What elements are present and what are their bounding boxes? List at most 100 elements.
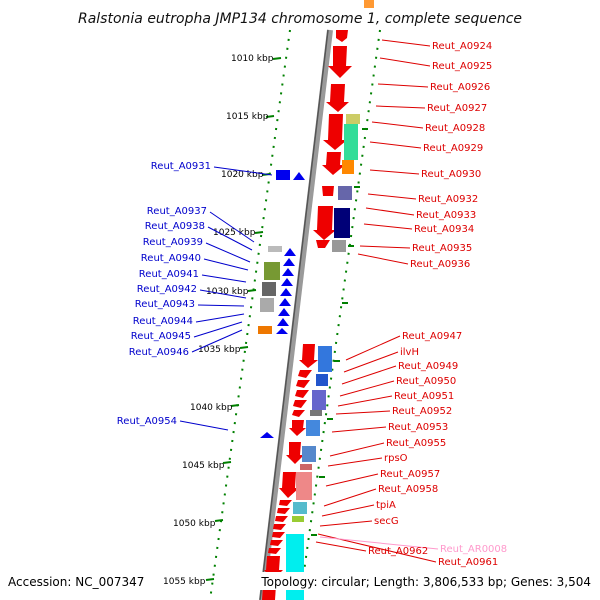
gene-label[interactable]: Reut_A0951 [394,391,454,402]
gene-label[interactable]: Reut_A0926 [430,82,490,93]
gene-arrow [279,500,292,506]
gene-label[interactable]: Reut_A0961 [438,557,498,568]
gene-label[interactable]: Reut_A0939 [143,237,203,248]
gene-arrow [279,472,299,498]
gene-label[interactable]: Reut_A0962 [368,546,428,557]
minor-tick [362,128,368,130]
gene-label[interactable]: ilvH [400,347,419,358]
leader-line [327,457,383,467]
minor-tick [354,186,360,188]
gene-arrow [326,84,349,112]
gene-label[interactable]: Reut_A0940 [141,253,201,264]
feature-box [312,390,326,410]
gene-label[interactable]: Reut_A0955 [386,438,446,449]
gene-label[interactable]: Reut_A0934 [414,224,474,235]
gene-arrow [323,114,347,150]
feature-box [262,282,276,296]
right-labels: Reut_A0924 Reut_A0925 Reut_A0926 Reut_A0… [368,41,507,568]
scale-tick [222,461,232,464]
gene-label[interactable]: Reut_A0944 [133,316,193,327]
gene-arrow [282,268,294,276]
leader-line [207,226,253,251]
gene-label[interactable]: rpsO [384,453,408,464]
feature-box [342,160,354,174]
gene-label[interactable]: Reut_A0941 [139,269,199,280]
leader-line [359,245,411,249]
gene-label[interactable]: Reut_A0945 [131,331,191,342]
gene-label[interactable]: tpiA [376,500,396,511]
feature-box [302,446,316,462]
gene-label[interactable]: Reut_A0930 [421,169,481,180]
gene-label[interactable]: Reut_A0937 [147,206,207,217]
gene-arrow [281,278,293,286]
scale-tick [265,115,275,118]
leader-line [199,289,247,299]
gene-label[interactable]: Reut_A0924 [432,41,492,52]
gene-arrow [275,516,288,522]
leader-line [375,105,426,109]
gene-label[interactable]: Reut_A0931 [151,161,211,172]
leader-line [197,304,245,307]
gene-label[interactable]: Reut_A0935 [412,243,472,254]
gene-label[interactable]: Reut_A0949 [398,361,458,372]
gene-label[interactable]: Reut_A0958 [378,484,438,495]
feature-box [292,516,304,522]
gene-label[interactable]: Reut_A0946 [129,347,189,358]
feature-box [344,124,358,160]
scale-label: 1045 kbp [182,461,225,471]
gene-arrow [277,508,290,514]
leader-line [321,504,375,517]
leader-line [205,242,251,263]
gene-label[interactable]: secG [374,516,399,527]
gene-arrow [313,206,336,240]
gene-arrow [299,344,318,368]
gene-label[interactable]: Reut_A0929 [423,143,483,154]
minor-ticks [311,128,368,536]
gene-arrow [260,432,274,438]
feature-box [346,114,360,124]
scale-tick [230,404,240,407]
scale-label: 1050 kbp [173,519,216,529]
gene-arrow [280,288,292,296]
gene-label[interactable]: Reut_A0928 [425,123,485,134]
gene-label[interactable]: Reut_A0933 [416,210,476,221]
gene-label[interactable]: Reut_A0954 [117,416,177,427]
gene-label[interactable]: Reut_A0927 [427,103,487,114]
leader-line [191,329,243,353]
gene-label[interactable]: Reut_A0932 [418,194,478,205]
feature-box [296,472,312,500]
leader-line [341,365,397,385]
gene-label[interactable]: Reut_A0950 [396,376,456,387]
gene-label[interactable]: Reut_A0938 [145,221,205,232]
gene-label[interactable]: Reut_A0953 [388,422,448,433]
gene-label[interactable]: Reut_A0957 [380,469,440,480]
gene-arrow [293,400,307,408]
feature-box [318,346,332,372]
left-leaders [179,166,273,431]
leader-line [325,473,379,487]
leader-line [179,420,229,431]
minor-tick [334,360,340,362]
scale-label: 1015 kbp [226,112,269,122]
leader-line [357,253,409,265]
backbone-edge [259,29,329,600]
leader-line [335,410,391,415]
gene-arrow [270,540,283,546]
leader-line [345,335,401,361]
leader-line [203,258,249,271]
gene-label-rna[interactable]: Reut_AR0008 [440,544,507,555]
gene-label[interactable]: Reut_A0936 [410,259,470,270]
gene-label[interactable]: Reut_A0925 [432,61,492,72]
feature-box [310,410,322,416]
minor-tick [311,534,317,536]
leader-line [339,380,395,397]
leader-line [369,141,422,149]
gene-label[interactable]: Reut_A0943 [135,299,195,310]
minor-tick [327,418,333,420]
gene-label[interactable]: Reut_A0952 [392,406,452,417]
gene-arrow [279,298,291,306]
gene-label[interactable]: Reut_A0942 [137,284,197,295]
gene-label[interactable]: Reut_A0947 [402,331,462,342]
scale-label: 1040 kbp [190,403,233,413]
